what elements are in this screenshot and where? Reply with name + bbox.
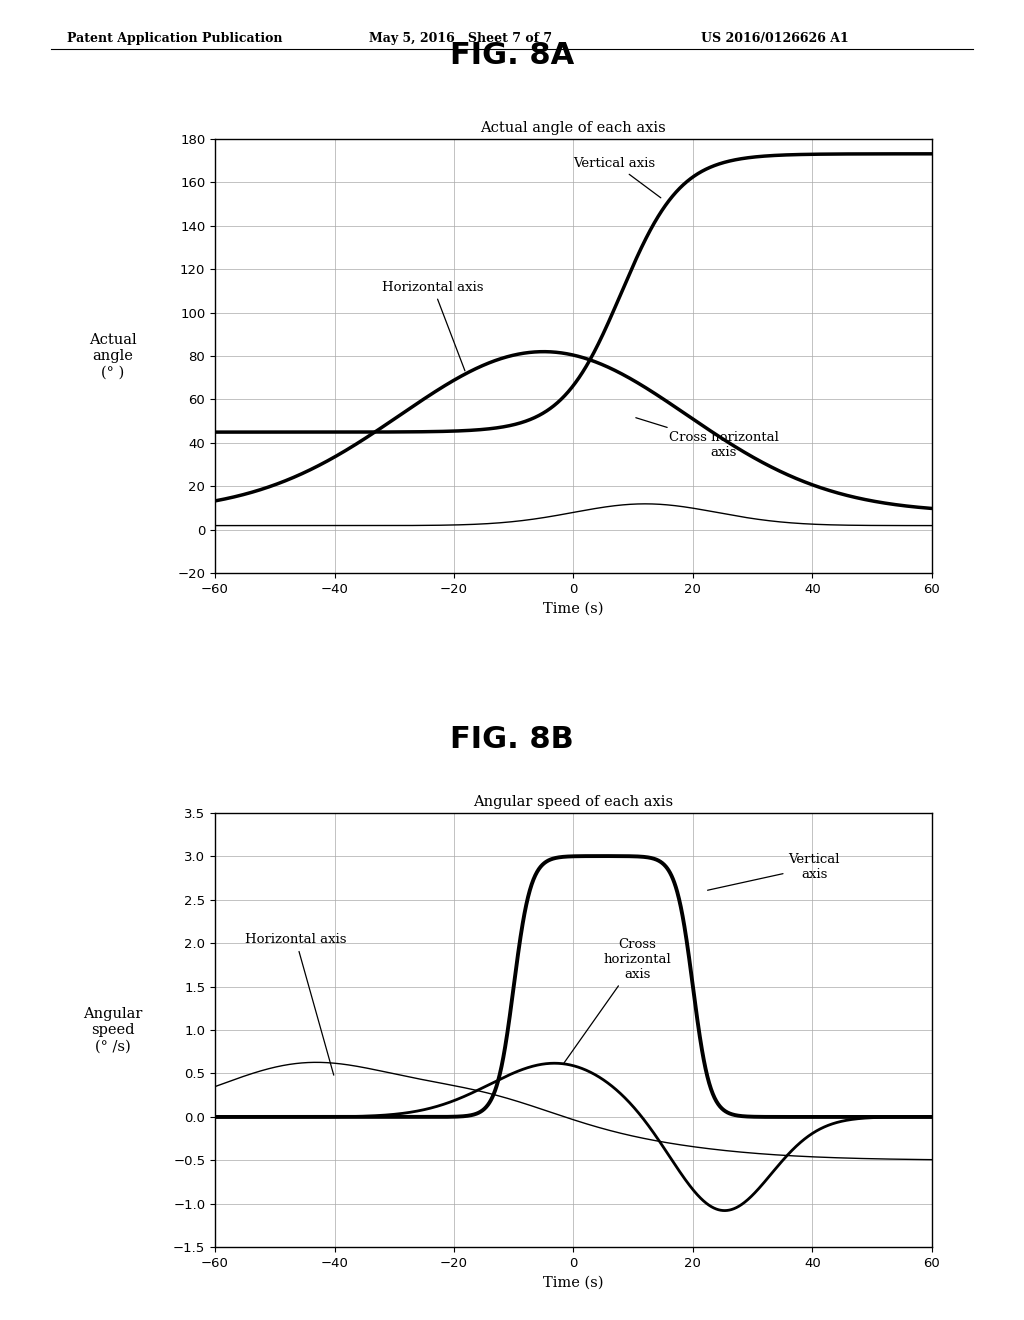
X-axis label: Time (s): Time (s) <box>543 602 604 615</box>
Text: Cross horizontal
axis: Cross horizontal axis <box>636 417 779 459</box>
Text: Vertical axis: Vertical axis <box>573 157 660 198</box>
Title: Angular speed of each axis: Angular speed of each axis <box>473 795 674 809</box>
X-axis label: Time (s): Time (s) <box>543 1275 604 1290</box>
Text: May 5, 2016   Sheet 7 of 7: May 5, 2016 Sheet 7 of 7 <box>369 32 552 45</box>
Text: US 2016/0126626 A1: US 2016/0126626 A1 <box>701 32 849 45</box>
Text: Horizontal axis: Horizontal axis <box>382 281 483 371</box>
Text: FIG. 8A: FIG. 8A <box>450 41 574 70</box>
Text: FIG. 8B: FIG. 8B <box>451 726 573 755</box>
Title: Actual angle of each axis: Actual angle of each axis <box>480 120 667 135</box>
Text: Angular
speed
(° /s): Angular speed (° /s) <box>83 1007 142 1053</box>
Text: Vertical
axis: Vertical axis <box>708 853 840 890</box>
Text: Patent Application Publication: Patent Application Publication <box>67 32 282 45</box>
Text: Actual
angle
(° ): Actual angle (° ) <box>89 333 136 379</box>
Text: Horizontal axis: Horizontal axis <box>245 933 346 1076</box>
Text: Cross
horizontal
axis: Cross horizontal axis <box>563 937 671 1064</box>
